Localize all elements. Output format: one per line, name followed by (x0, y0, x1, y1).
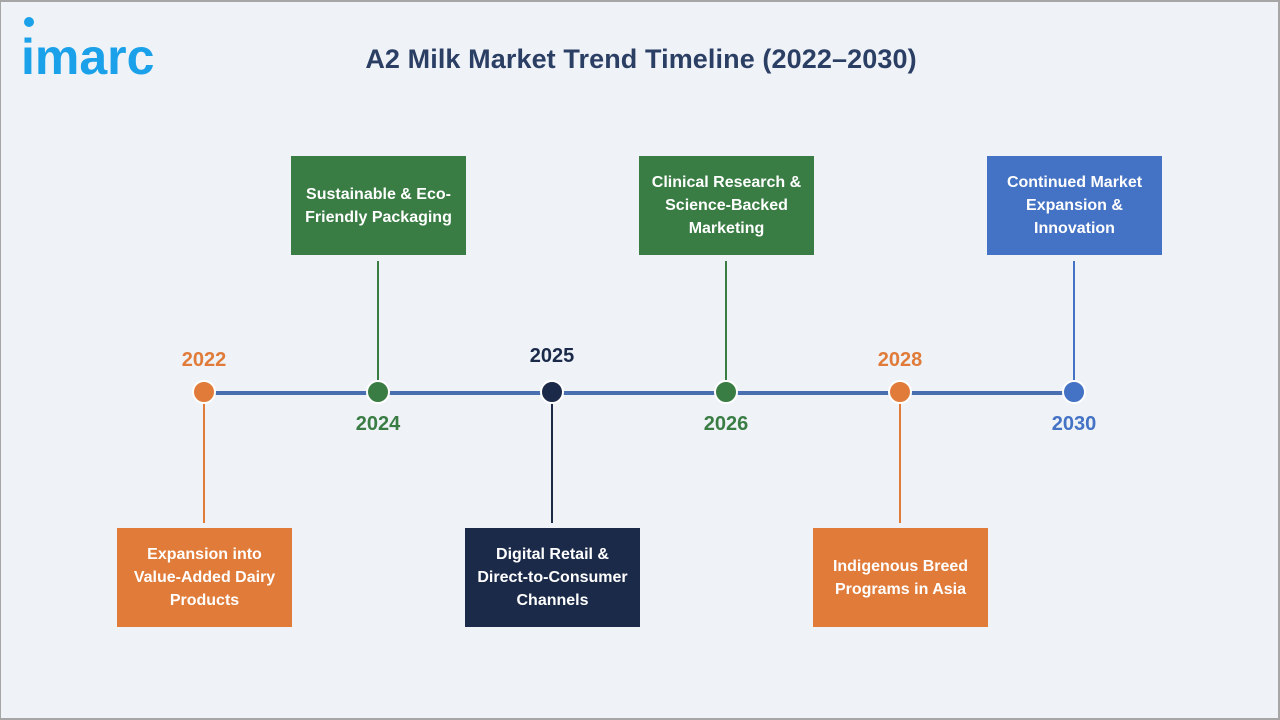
milestone-connector (899, 392, 901, 523)
milestone-dot-2026 (714, 380, 738, 404)
milestone-dot-2022 (192, 380, 216, 404)
milestone-dot-2025 (540, 380, 564, 404)
milestone-box-2025: Digital Retail & Direct-to-Consumer Chan… (465, 528, 640, 627)
year-label-2025: 2025 (529, 345, 575, 367)
milestone-box-2026: Clinical Research & Science-Backed Marke… (639, 156, 814, 255)
milestone-box-2028: Indigenous Breed Programs in Asia (813, 528, 988, 627)
page-title: A2 Milk Market Trend Timeline (2022–2030… (365, 44, 917, 74)
imarc-logo-icon: imarc (21, 17, 154, 85)
milestone-box-2022: Expansion into Value-Added Dairy Product… (117, 528, 292, 627)
timeline-axis (204, 391, 1076, 395)
year-label-2022: 2022 (181, 349, 227, 371)
svg-text:imarc: imarc (21, 29, 154, 85)
year-label-2028: 2028 (877, 349, 923, 371)
milestone-dot-2024 (366, 380, 390, 404)
milestone-connector (203, 392, 205, 523)
year-label-2024: 2024 (355, 413, 401, 435)
milestone-connector (551, 392, 553, 523)
imarc-logo: imarc (19, 16, 209, 86)
milestone-dot-2030 (1062, 380, 1086, 404)
milestone-connector (377, 261, 379, 392)
milestone-dot-2028 (888, 380, 912, 404)
milestone-connector (1073, 261, 1075, 392)
year-label-2030: 2030 (1051, 413, 1097, 435)
year-label-2026: 2026 (703, 413, 749, 435)
milestone-box-2030: Continued Market Expansion & Innovation (987, 156, 1162, 255)
milestone-box-2024: Sustainable & Eco-Friendly Packaging (291, 156, 466, 255)
milestone-connector (725, 261, 727, 392)
